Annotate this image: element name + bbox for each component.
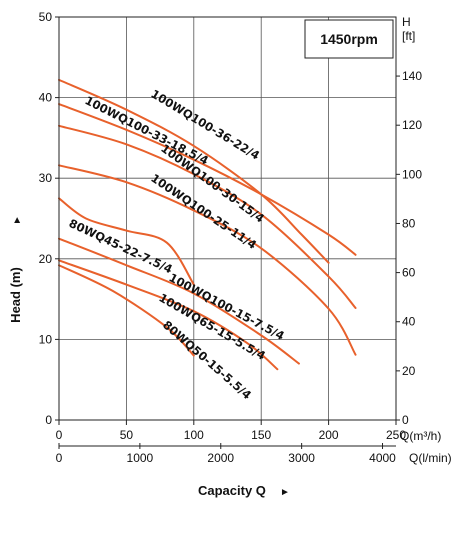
- tick-label-x-lmin: 0: [56, 451, 63, 465]
- tick-label-y-ft: 20: [402, 364, 416, 378]
- tick-label-y-ft: 140: [402, 69, 422, 83]
- tick-label-y-ft: 80: [402, 216, 416, 230]
- pump-curves: 100WQ100-36-22/4100WQ100-33-18.5/4100WQ1…: [58, 78, 357, 402]
- tick-label-y-m: 0: [45, 413, 52, 427]
- tick-label-y-ft: 40: [402, 315, 416, 329]
- y-axis-title: Head (m) ►: [8, 215, 23, 323]
- tick-label-y-ft: 60: [402, 266, 416, 280]
- x-axis-unit-lmin: Q(l/min): [409, 451, 452, 465]
- right-axis-unit-h: H: [402, 15, 411, 29]
- tick-label-x-m3h: 100: [184, 428, 204, 442]
- right-axis-unit-ft: [ft]: [402, 29, 415, 43]
- tick-label-y-m: 20: [39, 252, 53, 266]
- x-axis-unit-m3h: Q(m³/h): [400, 429, 441, 443]
- x-axis-arrow: ►: [280, 487, 290, 498]
- curve-100WQ100-30-15/4: [58, 124, 357, 309]
- tick-label-x-m3h: 0: [56, 428, 63, 442]
- curve-80WQ50-15-5.5/4: [58, 264, 195, 357]
- curve-100WQ65-15-5.5/4: [58, 259, 279, 371]
- tick-label-x-m3h: 250: [386, 428, 406, 442]
- x-axis-title: Capacity Q ►: [198, 483, 290, 498]
- tick-label-x-lmin: 3000: [288, 451, 315, 465]
- tick-label-x-lmin: 1000: [127, 451, 154, 465]
- tick-label-x-lmin: 4000: [369, 451, 396, 465]
- tick-label-y-m: 10: [39, 332, 53, 346]
- curve-100WQ100-33-18.5/4: [58, 103, 357, 256]
- rpm-box: [304, 19, 394, 59]
- x-axis-title-text: Capacity Q: [198, 483, 266, 498]
- tick-label-y-m: 30: [39, 171, 53, 185]
- tick-label-x-m3h: 200: [319, 428, 339, 442]
- curve-label: 100WQ100-33-18.5/4: [83, 93, 211, 167]
- tick-label-y-ft: 120: [402, 118, 422, 132]
- y-axis-title-text: Head (m): [8, 267, 23, 323]
- tick-label-y-m: 40: [39, 91, 53, 105]
- curve-100WQ100-15-7.5/4: [58, 237, 300, 365]
- curve-80WQ45-22-7.5/4: [58, 197, 195, 286]
- curve-label: 80WQ45-22-7.5/4: [67, 216, 175, 276]
- tick-label-y-ft: 100: [402, 167, 422, 181]
- plot-frame: [58, 16, 397, 421]
- rpm-label: 1450rpm: [320, 31, 378, 47]
- curve-100WQ100-36-22/4: [58, 78, 330, 264]
- curve-100WQ100-25-11/4: [58, 164, 357, 356]
- tick-label-x-lmin: 2000: [207, 451, 234, 465]
- tick-label-x-m3h: 50: [120, 428, 134, 442]
- y-axis-arrow: ►: [12, 215, 23, 225]
- tick-label-x-m3h: 150: [251, 428, 271, 442]
- tick-label-y-m: 50: [39, 10, 53, 24]
- tick-label-y-ft: 0: [402, 413, 409, 427]
